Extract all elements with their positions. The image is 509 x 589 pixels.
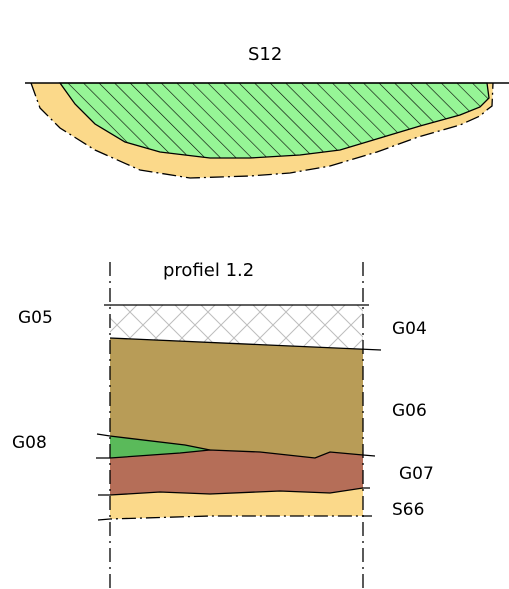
- bottom-boundary: [97, 515, 372, 521]
- g06-g07-boundary: [96, 449, 376, 459]
- profile-title: profiel 1.2: [163, 260, 254, 281]
- label-g04: G04: [392, 319, 427, 339]
- layer-g04: [110, 305, 363, 349]
- label-g06: G06: [392, 401, 427, 421]
- layer-g06: [110, 338, 363, 458]
- g04-g06-boundary: [109, 337, 382, 351]
- section-s12: S12: [25, 44, 509, 179]
- label-s66: S66: [392, 500, 424, 520]
- label-g07: G07: [399, 464, 434, 484]
- g07-s66-boundary: [98, 487, 370, 496]
- label-g08: G08: [12, 433, 47, 453]
- profile-section: profiel 1.2 G05 G04 G06 G08 G07 S66: [12, 260, 434, 589]
- feature-boundary: [30, 82, 494, 179]
- label-g05: G05: [18, 308, 53, 328]
- section-label: S12: [248, 44, 282, 65]
- feature-hatching: [60, 83, 489, 158]
- layer-s66: [110, 488, 363, 519]
- layer-g07: [110, 450, 363, 495]
- g06-g08-boundary: [96, 433, 211, 451]
